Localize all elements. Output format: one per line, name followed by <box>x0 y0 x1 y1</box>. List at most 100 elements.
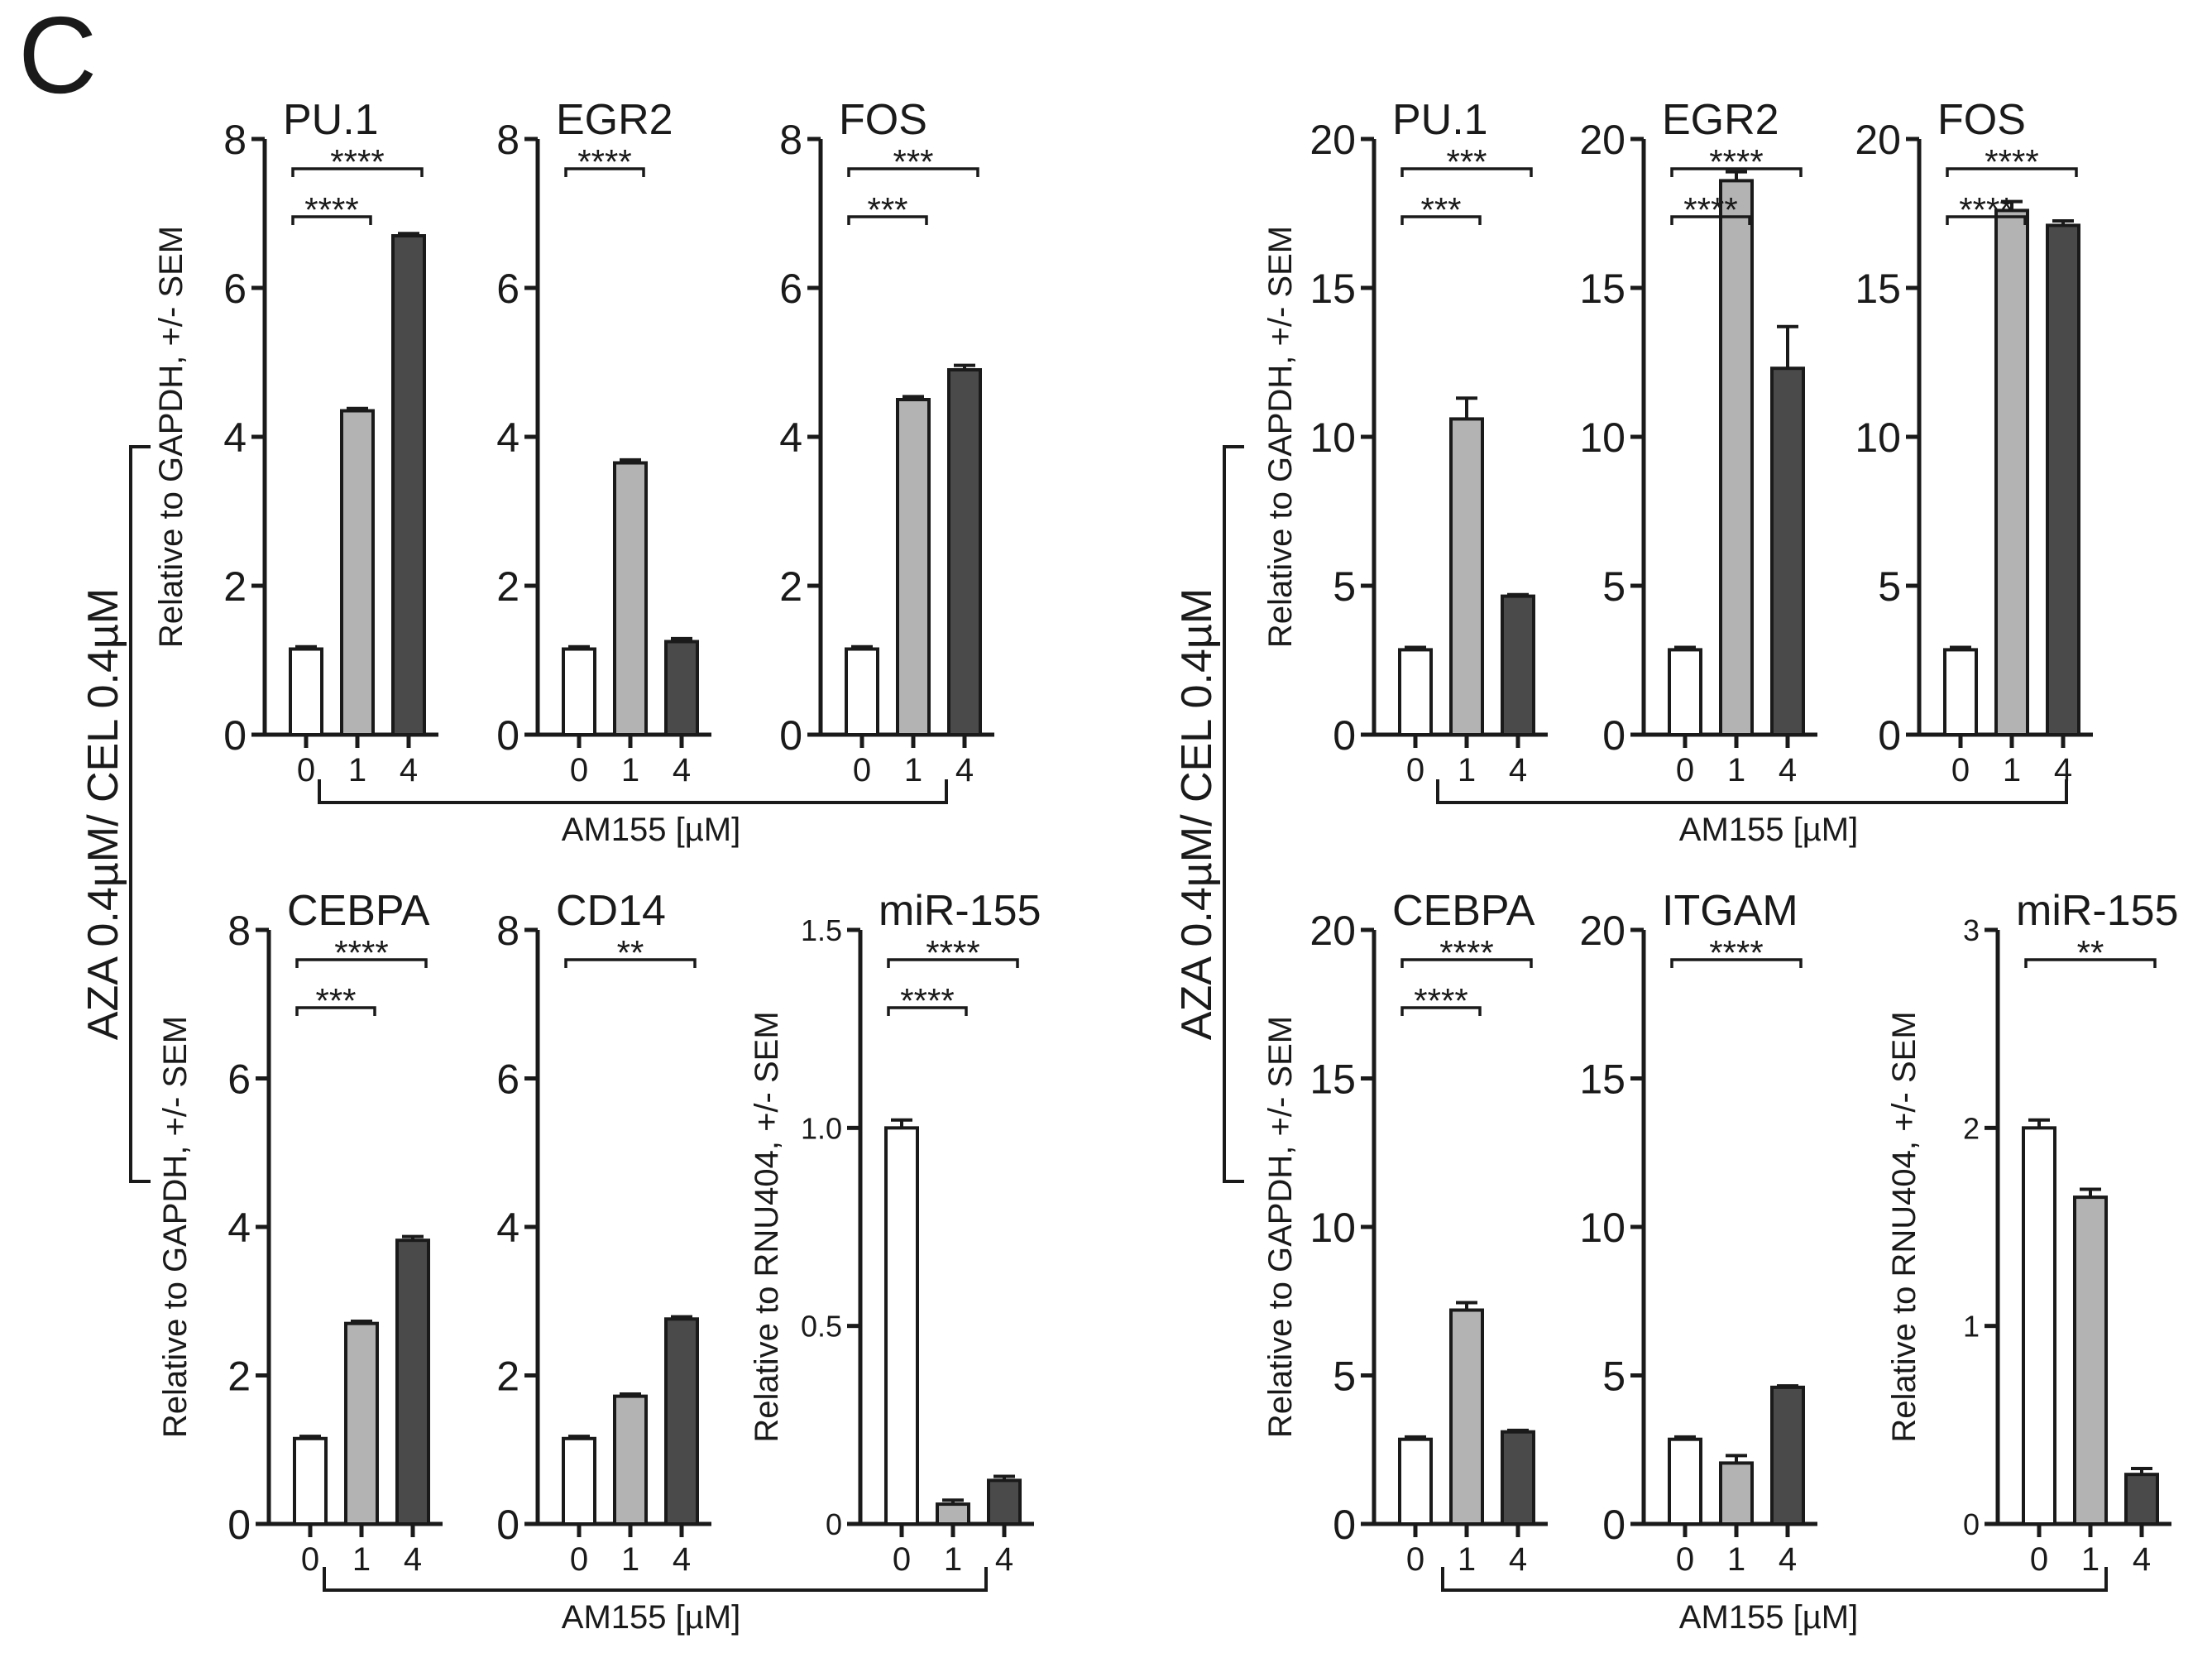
y-tick-label: 4 <box>496 414 519 461</box>
y-tick-label: 2 <box>223 563 247 610</box>
y-axis-label: Relative to GAPDH, +/- SEM <box>1262 226 1299 648</box>
significance-bracket <box>295 958 428 968</box>
x-tick-label: 0 <box>853 752 871 788</box>
chart-title: CEBPA <box>1392 887 1535 935</box>
x-tick-label: 1 <box>1727 752 1745 788</box>
y-tick-label: 4 <box>779 414 802 461</box>
bar-0 <box>562 1436 596 1526</box>
x-tick-label: 1 <box>352 1541 371 1578</box>
y-tick-label: 0 <box>779 712 802 759</box>
bar-0 <box>1398 648 1433 737</box>
x-tick-label: 4 <box>2133 1541 2151 1578</box>
x-tick-label: 4 <box>955 752 974 788</box>
significance-stars: **** <box>926 933 979 972</box>
y-tick-label: 0 <box>1878 712 1901 759</box>
y-tick-label: 8 <box>496 908 519 954</box>
significance-bracket <box>2024 958 2157 968</box>
significance-bracket <box>847 167 979 177</box>
y-tick-label: 15 <box>1855 266 1901 312</box>
x-tick-label: 4 <box>673 1541 691 1578</box>
chart-title: PU.1 <box>1392 96 1488 144</box>
significance-bracket <box>291 215 372 225</box>
significance-stars: *** <box>1446 142 1487 181</box>
bar-1 <box>936 1502 970 1526</box>
significance-stars: *** <box>315 981 356 1020</box>
significance-bracket <box>1670 215 1751 225</box>
y-tick-label: 4 <box>227 1205 251 1251</box>
y-tick-label: 5 <box>1602 563 1625 610</box>
bar-4 <box>947 368 982 736</box>
x-tick-label: 4 <box>673 752 691 788</box>
y-tick-label: 6 <box>223 266 247 312</box>
y-axis-label: Relative to RNU404, +/- SEM <box>1886 1011 1922 1442</box>
x-tick-label: 0 <box>570 752 588 788</box>
x-tick-label: 1 <box>1727 1541 1745 1578</box>
bar-0 <box>1668 1437 1702 1526</box>
significance-bracket <box>847 215 928 225</box>
x-tick-label: 4 <box>1509 752 1527 788</box>
y-tick-label: 1.5 <box>801 913 842 947</box>
chart-title: PU.1 <box>283 96 379 144</box>
xlabel-bracket-right-top <box>1436 779 2068 804</box>
bar-0 <box>293 1436 328 1526</box>
x-tick-label: 4 <box>1779 1541 1797 1578</box>
y-tick-label: 0 <box>496 712 519 759</box>
x-tick-label: 4 <box>1509 1541 1527 1578</box>
group-bracket-left <box>129 445 151 1183</box>
significance-stars: *** <box>867 190 907 229</box>
y-axis-label: Relative to GAPDH, +/- SEM <box>153 226 189 648</box>
bar-4 <box>1770 367 1805 736</box>
chart-title: FOS <box>1937 96 2026 144</box>
y-tick-label: 6 <box>496 1056 519 1103</box>
bar-4 <box>987 1478 1022 1526</box>
x-tick-label: 0 <box>1676 1541 1694 1578</box>
y-tick-label: 20 <box>1855 117 1901 163</box>
bar-0 <box>1668 648 1702 737</box>
significance-stars: **** <box>1709 933 1763 972</box>
y-tick-label: 0 <box>826 1507 842 1541</box>
chart-10: 0 5 10 15 20 CEBPA Relative to GAPDH, +/- SEM 0… <box>1262 887 1548 1578</box>
bar-4 <box>2046 223 2080 736</box>
bar-1 <box>613 461 648 736</box>
xlabel-left-top: AM155 [µM] <box>562 812 740 848</box>
bar-1 <box>1719 179 1754 736</box>
chart-title: EGR2 <box>556 96 673 144</box>
significance-bracket <box>1670 167 1803 177</box>
x-tick-label: 0 <box>1676 752 1694 788</box>
bar-4 <box>395 1239 430 1526</box>
y-axis-label: Relative to RNU404, +/- SEM <box>749 1011 785 1442</box>
x-tick-label: 4 <box>2054 752 2072 788</box>
significance-stars: **** <box>330 142 384 181</box>
bar-4 <box>1501 594 1535 736</box>
significance-bracket <box>564 958 697 968</box>
panel-label: C <box>18 0 97 116</box>
y-tick-label: 10 <box>1579 414 1625 461</box>
y-tick-label: 0 <box>1333 712 1356 759</box>
significance-stars: **** <box>1683 190 1737 229</box>
y-tick-label: 20 <box>1309 117 1356 163</box>
significance-bracket <box>887 1006 968 1016</box>
xlabel-left-bottom: AM155 [µM] <box>562 1599 740 1636</box>
x-tick-label: 1 <box>2003 752 2021 788</box>
significance-bracket <box>1946 215 2027 225</box>
significance-bracket <box>1670 958 1803 968</box>
significance-stars: **** <box>1959 190 2013 229</box>
y-tick-label: 20 <box>1579 908 1625 954</box>
xlabel-bracket-left-top <box>318 779 948 804</box>
chart-title: EGR2 <box>1662 96 1779 144</box>
y-tick-label: 8 <box>223 117 247 163</box>
significance-stars: **** <box>1414 981 1467 1020</box>
group-label-left: AZA 0.4µM/ CEL 0.4µM <box>79 588 127 1040</box>
bar-4 <box>391 234 426 736</box>
y-tick-label: 20 <box>1579 117 1625 163</box>
x-tick-label: 1 <box>2081 1541 2099 1578</box>
significance-stars: *** <box>893 142 933 181</box>
bar-1 <box>1449 1308 1484 1526</box>
